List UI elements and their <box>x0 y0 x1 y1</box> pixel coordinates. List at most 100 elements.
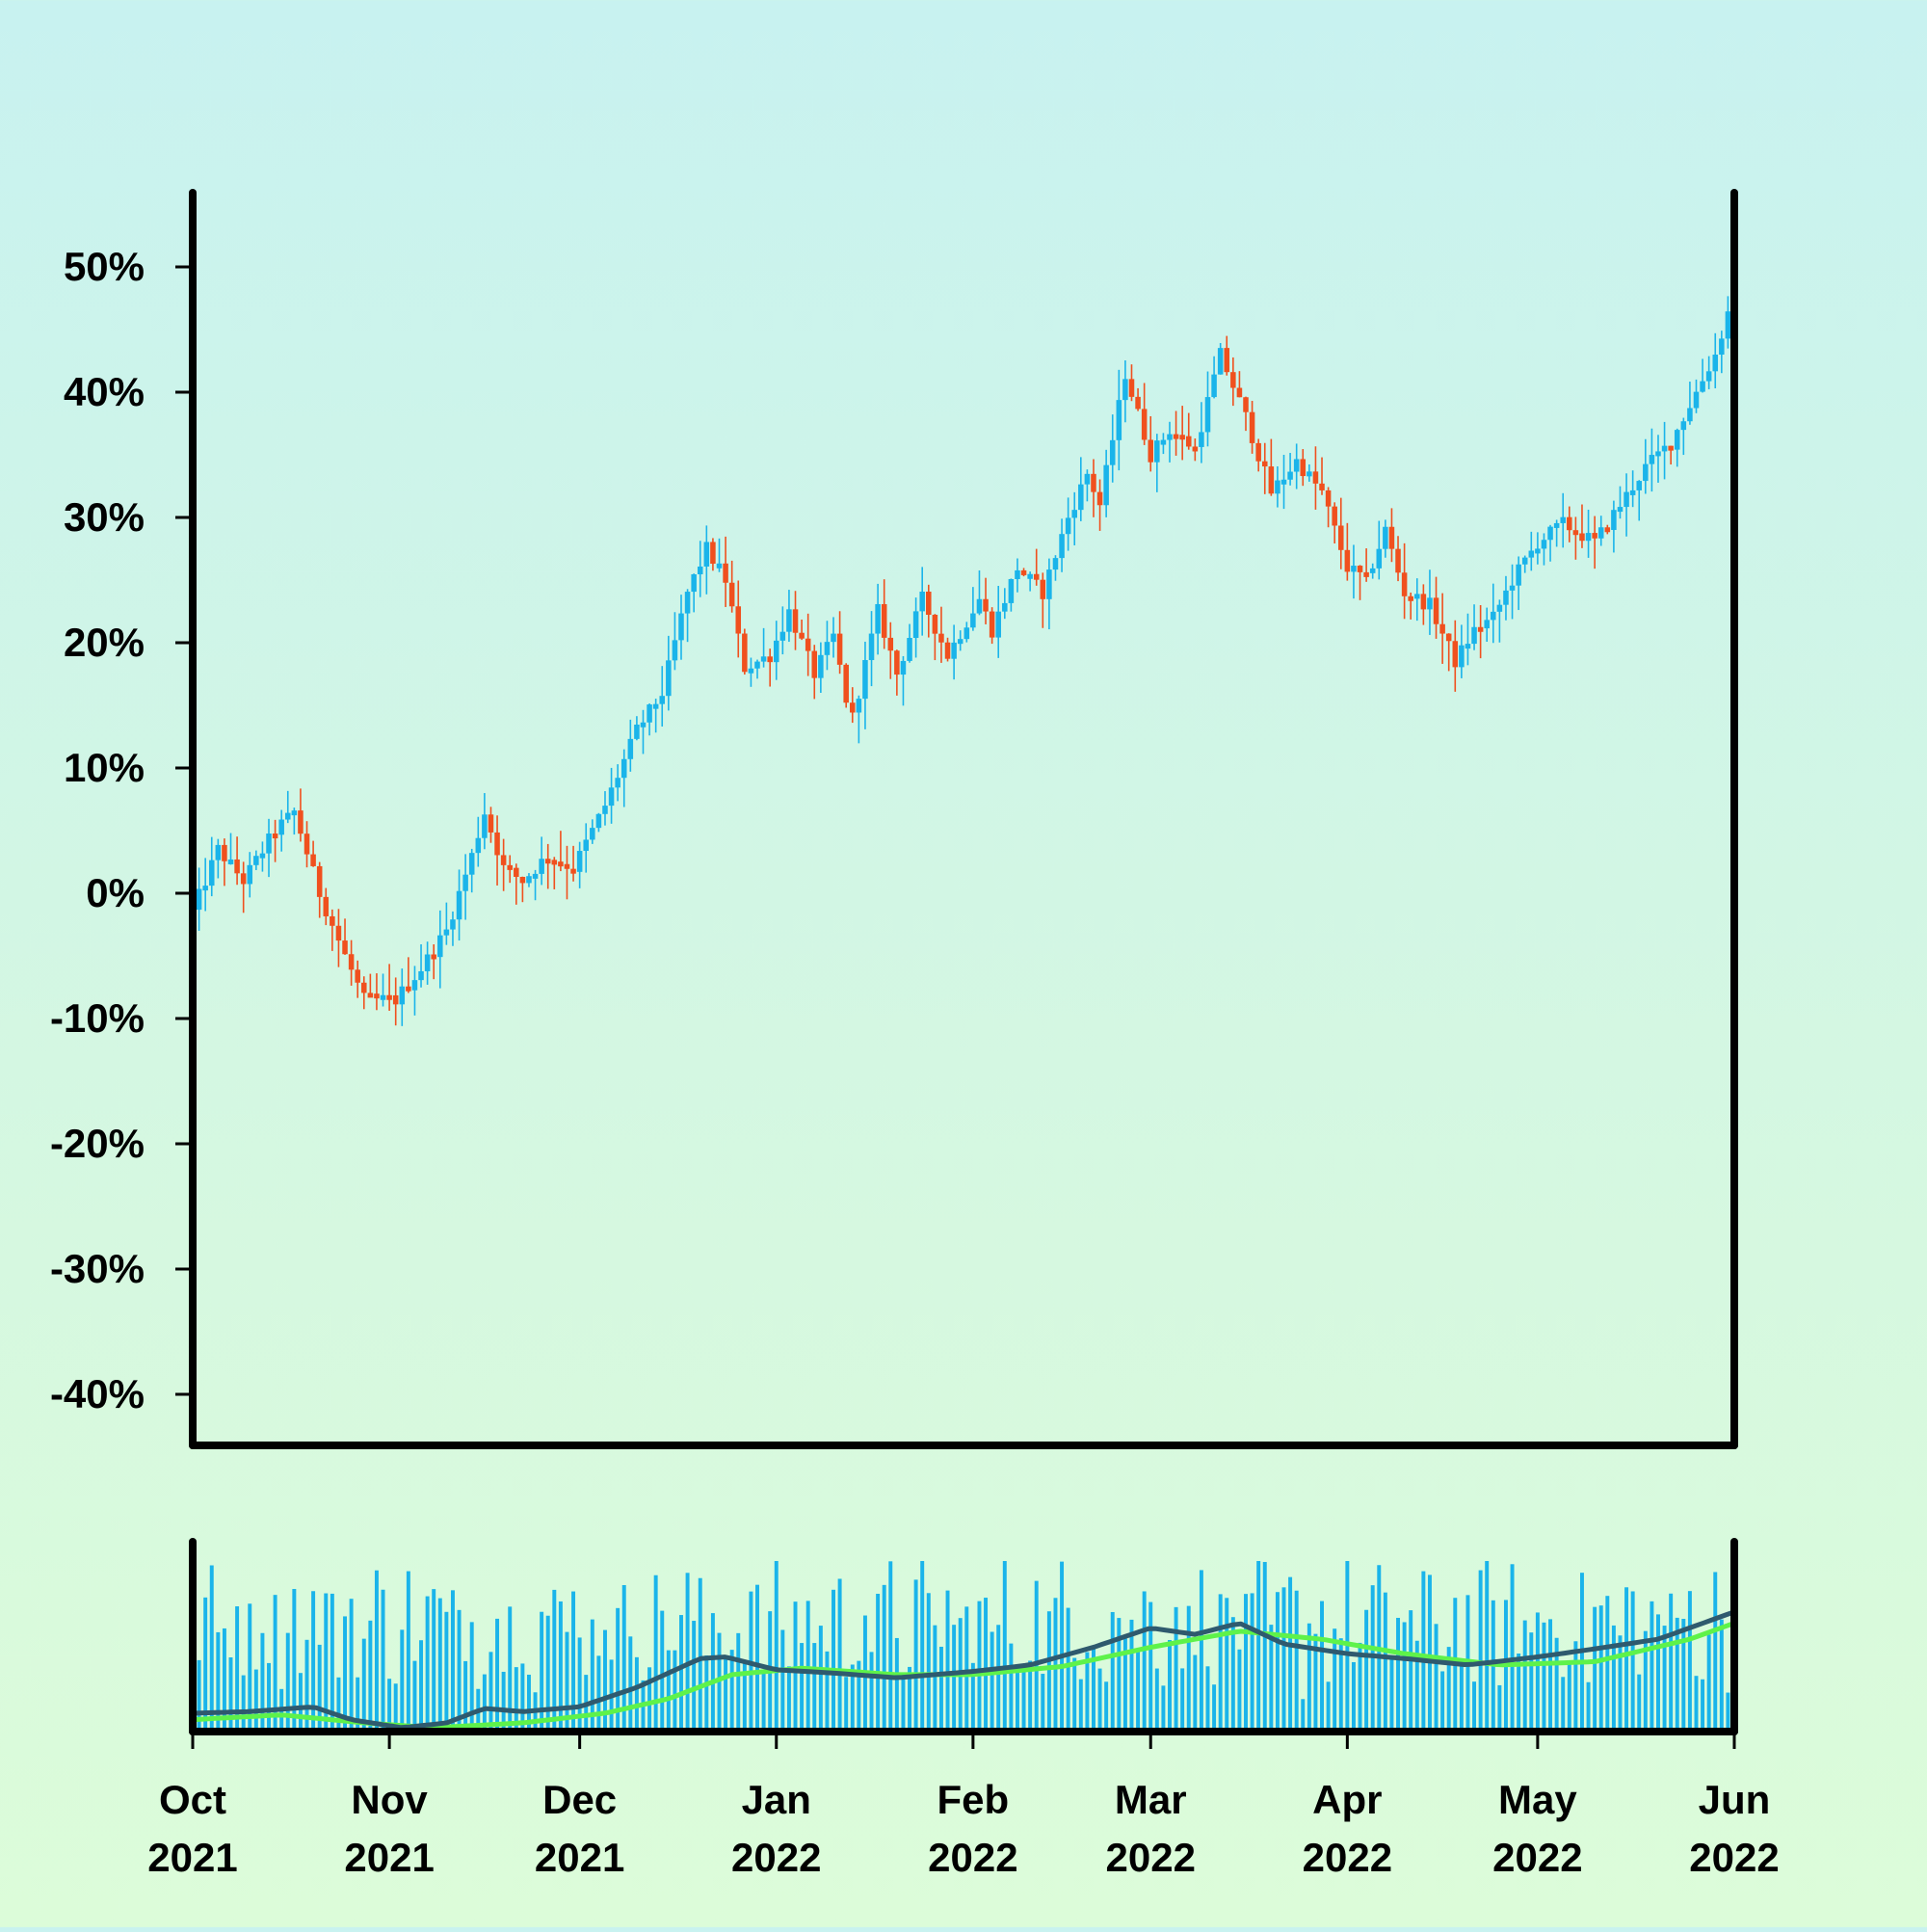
volume-bar <box>558 1601 563 1732</box>
volume-bar <box>1313 1633 1318 1732</box>
candle-body <box>291 810 298 816</box>
volume-bar <box>1440 1671 1445 1732</box>
candle-body <box>298 810 304 834</box>
candle-body <box>875 603 881 634</box>
volume-bar <box>1041 1674 1045 1732</box>
volume-bar <box>267 1662 271 1732</box>
volume-bar <box>1535 1612 1540 1732</box>
volume-bar <box>628 1636 633 1732</box>
candle-body <box>468 853 475 875</box>
candle-body <box>1535 548 1541 554</box>
volume-panel <box>189 1538 1738 1735</box>
candle-body <box>1287 471 1293 480</box>
candle-body <box>1509 585 1516 591</box>
volume-bar <box>800 1643 805 1732</box>
candle-body <box>850 702 856 713</box>
candle-body <box>894 650 900 675</box>
candle-body <box>1553 522 1560 528</box>
y-tick-label: -30% <box>50 1246 145 1291</box>
candle-body <box>1643 463 1649 482</box>
volume-bar <box>1193 1654 1198 1732</box>
volume-bar <box>666 1650 671 1732</box>
candle-body <box>1636 481 1642 490</box>
volume-bar <box>222 1628 226 1732</box>
candle-body <box>748 668 754 674</box>
x-tick-year-label: 2021 <box>344 1835 434 1880</box>
volume-bar <box>330 1593 334 1732</box>
candle-body <box>1401 572 1408 596</box>
candle-body <box>818 654 824 678</box>
volume-bar <box>1421 1571 1426 1732</box>
volume-bar <box>1713 1572 1718 1732</box>
candle-body <box>938 633 944 643</box>
volume-bar <box>1326 1681 1331 1732</box>
candle-body <box>570 868 576 874</box>
candle-body <box>1015 569 1020 579</box>
volume-bar <box>780 1629 785 1732</box>
candle-body <box>330 915 335 926</box>
candle-body <box>1192 446 1199 452</box>
volume-bar <box>374 1570 379 1732</box>
candle-body <box>1091 473 1096 492</box>
x-tick-year-label: 2021 <box>147 1835 237 1880</box>
volume-bar <box>368 1620 373 1732</box>
volume-bar <box>717 1632 722 1732</box>
candle-body <box>1445 633 1452 642</box>
volume-bar <box>673 1650 677 1732</box>
candle-body <box>482 814 488 838</box>
candle-body <box>272 834 278 839</box>
candle-body <box>697 566 703 575</box>
candle-body <box>443 929 450 936</box>
candle-body <box>1383 526 1388 549</box>
volume-ma-slow-line <box>192 1621 1735 1731</box>
volume-bar <box>882 1584 886 1732</box>
candle-body <box>1116 400 1122 440</box>
candle-body <box>1307 471 1312 477</box>
x-tick-month-label: Oct <box>159 1777 226 1822</box>
price-panel <box>189 189 1738 1449</box>
candle-body <box>1084 473 1091 485</box>
candle-body <box>1325 490 1332 507</box>
volume-bar <box>1396 1617 1401 1732</box>
volume-bar <box>1624 1587 1629 1732</box>
volume-bar <box>1611 1625 1616 1732</box>
candle-body <box>919 591 925 612</box>
candle-body <box>1395 548 1401 573</box>
candle-body <box>615 778 620 788</box>
candle-body <box>1217 348 1224 375</box>
price-y-axis: 50% 40% 30% 20% 10% 0% -10% -20% -30% -40% <box>50 244 193 1416</box>
volume-bar <box>1034 1580 1039 1732</box>
candle-body <box>316 865 323 897</box>
candle-body <box>1261 461 1268 467</box>
volume-bar <box>1092 1647 1095 1732</box>
volume-bar <box>1434 1624 1439 1732</box>
volume-bar <box>1485 1561 1490 1732</box>
candle-body <box>983 598 989 612</box>
volume-bar <box>1117 1618 1122 1732</box>
candle-body <box>1408 595 1413 601</box>
volume-bar <box>1021 1663 1026 1732</box>
candle-body <box>640 722 647 728</box>
candle-body <box>355 969 360 983</box>
volume-bar <box>1212 1684 1217 1732</box>
volume-bar <box>952 1625 957 1732</box>
candle-body <box>1059 534 1065 559</box>
volume-bar <box>1060 1561 1065 1732</box>
candle-body <box>799 632 805 639</box>
candle-body <box>342 940 348 955</box>
volume-bar <box>1333 1628 1337 1732</box>
volume-bar <box>1320 1601 1324 1732</box>
candle-body <box>912 611 919 639</box>
candle-body <box>418 970 424 981</box>
volume-bar <box>660 1610 665 1732</box>
candle-body <box>989 611 995 638</box>
volume-bar <box>412 1660 417 1732</box>
candle-body <box>659 696 666 704</box>
volume-bar <box>216 1631 221 1732</box>
candle-body <box>1680 421 1687 431</box>
candle-body <box>1503 590 1509 605</box>
volume-bar <box>1046 1611 1051 1732</box>
volume-bar <box>1662 1626 1667 1732</box>
candle-body <box>1002 602 1008 612</box>
candle-body <box>602 806 608 814</box>
